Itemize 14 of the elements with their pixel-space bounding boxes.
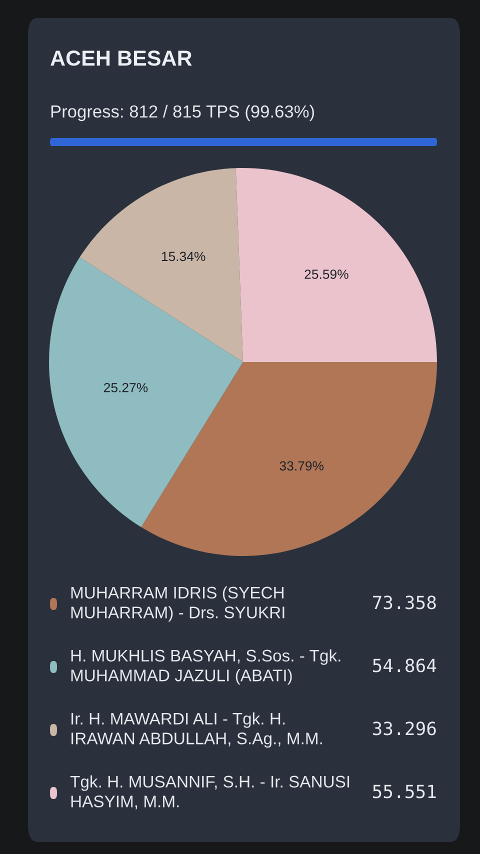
legend-label: Tgk. H. MUSANNIF, S.H. - Ir. SANUSI HASYIM, M.M.: [70, 775, 350, 810]
legend-label: H. MUKHLIS BASYAH, S.Sos. - Tgk. MUHAMMAD JAZULI (ABATI): [71, 649, 340, 685]
text: 33.296: [372, 722, 436, 736]
data-label: 25.27%: [104, 382, 148, 392]
data-label: 25.59%: [304, 270, 348, 279]
data-label: 33.79%: [280, 461, 324, 471]
data-label: 15.34%: [162, 252, 206, 262]
chart-title: ACEH BESAR: [50, 50, 192, 66]
text: 55.551: [373, 784, 436, 798]
text: 73.358: [373, 596, 436, 610]
legend-label: Ir. H. MAWARDI ALI - Tgk. H. IRAWAN ABDULLAH, S.Ag., M.M.: [72, 712, 322, 748]
chart-subtitle: Progress: 812 / 815 TPS (99.63%): [51, 104, 314, 122]
text: 54.864: [373, 658, 436, 672]
legend-label: MUHARRAM IDRIS (SYECH MUHARRAM) - Drs. SYUKRI: [71, 586, 284, 622]
